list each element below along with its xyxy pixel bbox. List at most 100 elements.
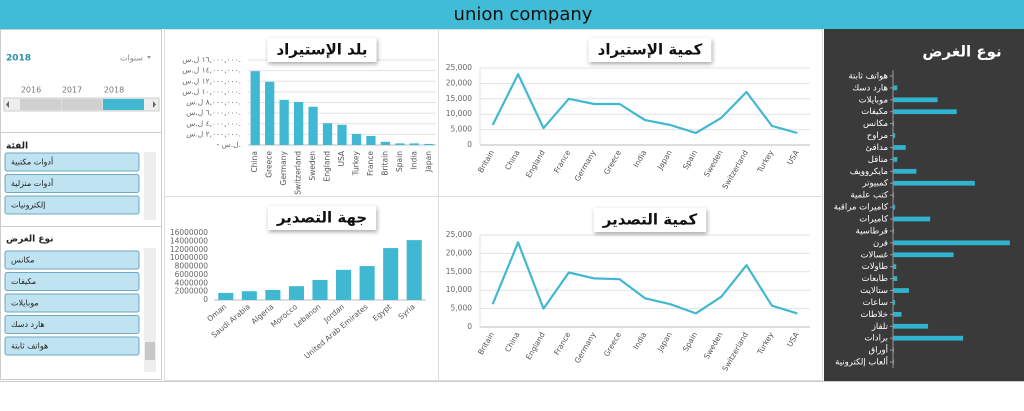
y-tick-label: 20,000 xyxy=(446,248,472,257)
line xyxy=(491,241,798,315)
chart-title: كمية التصدير xyxy=(602,211,698,229)
slicer-item[interactable] xyxy=(4,315,140,334)
bar xyxy=(893,192,895,198)
title-box xyxy=(267,206,377,230)
timeline-period[interactable] xyxy=(103,99,144,110)
bar xyxy=(383,248,399,300)
y-tick-label: 5,000 xyxy=(451,304,473,313)
title-box xyxy=(593,208,707,232)
slicer-scrollbar[interactable] xyxy=(144,248,156,372)
y-tick-label: مراوح xyxy=(867,131,888,141)
slicer-item-label: هواتف ثابتة xyxy=(11,342,48,351)
bar xyxy=(893,180,975,186)
bar xyxy=(893,121,895,127)
y-tick-label: مناقل xyxy=(868,155,888,165)
header-title: union company xyxy=(454,4,593,25)
y-tick-label: فرن xyxy=(873,238,888,248)
y-tick-label: 16000000 xyxy=(170,228,208,237)
chart-title: بلد الإستيراد xyxy=(276,41,367,59)
y-tick-label: 5,000 xyxy=(451,125,473,134)
y-tick-label: 25,000 xyxy=(446,230,472,239)
chart-title: كمية الإستيراد xyxy=(598,41,703,59)
slicer-item[interactable] xyxy=(4,195,140,215)
bar xyxy=(893,252,954,258)
timeline-year: 2018 xyxy=(104,86,124,95)
slicer-item-label: مكانس xyxy=(11,256,35,265)
bar xyxy=(893,216,931,222)
y-tick-label: خلاطات xyxy=(860,310,888,320)
timeline-period[interactable] xyxy=(61,99,103,110)
x-tick-label: USA xyxy=(337,150,346,166)
slicer-item[interactable] xyxy=(4,152,140,172)
bar xyxy=(279,99,289,145)
y-tick-label: كتب علمية xyxy=(850,191,889,201)
y-tick-label: 10,000 xyxy=(446,109,472,118)
slicer-item-label: أدوات منزلية xyxy=(11,178,53,188)
slicer-item[interactable] xyxy=(4,336,140,356)
bar xyxy=(893,323,929,329)
bar xyxy=(312,279,328,300)
x-tick-label: Turkey xyxy=(351,150,360,176)
header-bar xyxy=(0,0,1024,29)
bar xyxy=(893,157,898,162)
slicer-item[interactable] xyxy=(4,272,140,291)
bar xyxy=(893,300,896,305)
slicer-item-label: هارد دسك xyxy=(11,320,45,329)
x-tick-label: China xyxy=(250,151,259,172)
bar xyxy=(893,85,898,91)
x-tick-label: Switzerland xyxy=(294,151,303,195)
bar xyxy=(218,292,234,300)
slicer-scrollbar[interactable] xyxy=(144,152,156,220)
slicer-title: نوع الغرض xyxy=(6,235,54,245)
bar xyxy=(893,109,957,115)
y-tick-label: 15,000 xyxy=(446,94,472,103)
y-tick-label: 10,000 xyxy=(446,285,472,294)
y-tick-label: قرطاسية xyxy=(856,226,888,236)
scroll-thumb[interactable] xyxy=(145,342,155,360)
charts-panel xyxy=(164,29,823,381)
dark-panel xyxy=(824,29,1024,381)
bar xyxy=(893,311,902,317)
bar xyxy=(308,106,318,145)
bar xyxy=(241,291,257,300)
y-tick-label: ساعات xyxy=(863,298,888,308)
x-tick-label: India xyxy=(409,151,418,169)
y-tick-label: ٨,٠٠٠,٠٠٠ ل.س. xyxy=(186,98,241,107)
bar xyxy=(893,347,895,353)
y-tick-label: 20,000 xyxy=(446,78,472,87)
title-box xyxy=(267,38,377,62)
bar xyxy=(406,240,422,300)
y-tick-label: ١٢,٠٠٠,٠٠٠ ل.س. xyxy=(182,76,241,85)
y-tick-label: كاميرات xyxy=(859,215,889,225)
y-tick-label: ٤,٠٠٠,٠٠٠ ل.س. xyxy=(186,119,241,128)
bar xyxy=(336,269,352,300)
x-tick-label: England xyxy=(323,151,332,182)
scroll-left[interactable] xyxy=(6,101,9,108)
y-tick-label: أوراق xyxy=(868,344,888,356)
timeline-year: 2017 xyxy=(62,86,82,95)
bar xyxy=(893,240,1010,246)
y-tick-label: هواتف ثابتة xyxy=(848,71,888,81)
bar xyxy=(337,124,347,145)
timeline-period[interactable] xyxy=(20,99,61,110)
slicer-item[interactable] xyxy=(4,174,140,193)
bar xyxy=(893,168,917,174)
y-tick-label: مكانس xyxy=(863,119,888,129)
scroll-right[interactable] xyxy=(153,101,156,108)
y-tick-label: 2000000 xyxy=(175,287,209,296)
slicer-title: الفئة xyxy=(6,142,28,152)
y-tick-label: برادات xyxy=(864,334,888,344)
bar xyxy=(893,276,898,281)
bar xyxy=(359,266,375,300)
slicer-item[interactable] xyxy=(4,250,140,270)
bar xyxy=(265,81,275,145)
y-tick-label: مدافئ xyxy=(865,143,888,153)
slicer-item[interactable] xyxy=(4,293,140,313)
y-tick-label: 6000000 xyxy=(175,270,209,279)
y-tick-label: طاولات xyxy=(862,262,889,272)
bar xyxy=(893,359,895,365)
bar xyxy=(893,288,909,293)
y-tick-label: ستالايت xyxy=(860,286,888,296)
y-tick-label: غسالات xyxy=(861,250,889,260)
